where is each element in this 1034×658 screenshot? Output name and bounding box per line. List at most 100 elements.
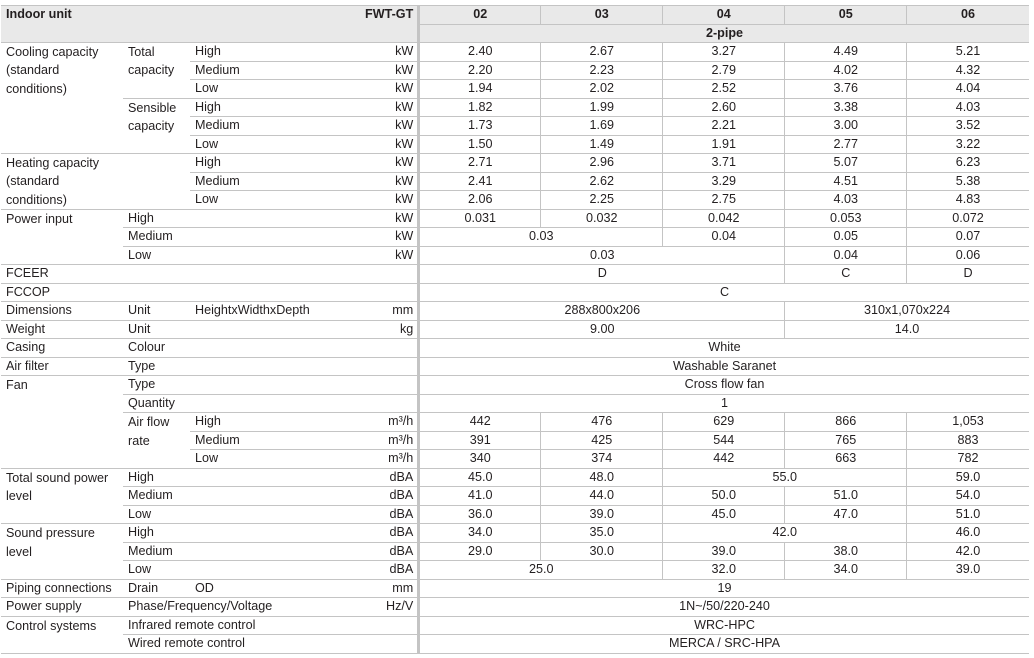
value-cell: 0.072 — [906, 209, 1029, 229]
row-label: Wired remote control — [123, 634, 360, 654]
value-cell: 2.20 — [418, 61, 542, 80]
table-row: Medium kW 2.41 2.62 3.29 4.51 5.38 — [1, 172, 1029, 192]
value-cell: 2.77 — [784, 135, 908, 154]
row-label: Medium — [123, 542, 360, 562]
unit-label: kW — [360, 98, 421, 117]
value-cell: White — [418, 338, 1029, 358]
value-cell: 45.0 — [662, 505, 786, 525]
row-label: Medium — [190, 172, 360, 192]
table-row: Fan Type Cross flow fan — [1, 375, 1029, 469]
value-cell: 19 — [418, 579, 1029, 599]
row-label: Low — [123, 560, 360, 580]
value-cell: D — [906, 264, 1029, 284]
value-cell: 1.73 — [418, 116, 542, 136]
table-row: Low kW 1.94 2.02 2.52 3.76 4.04 — [1, 79, 1029, 99]
value-cell: 38.0 — [784, 542, 908, 562]
unit-label: dBA — [360, 486, 421, 506]
value-cell: 4.32 — [906, 61, 1029, 80]
unit-label: kW — [360, 42, 421, 62]
value-cell: 663 — [784, 449, 908, 469]
value-cell: 34.0 — [418, 523, 542, 543]
value-cell: 1 — [418, 394, 1029, 414]
value-cell: 0.053 — [784, 209, 908, 229]
value-cell: 51.0 — [784, 486, 908, 506]
value-cell: D — [418, 264, 786, 284]
row-label: Medium — [123, 227, 360, 247]
value-cell: Cross flow fan — [418, 375, 1029, 395]
value-cell: 2.79 — [662, 61, 786, 80]
unit-label: m³/h — [360, 431, 421, 451]
value-cell: 3.76 — [784, 79, 908, 99]
value-cell: 0.07 — [906, 227, 1029, 247]
row-label: FCEER — [1, 264, 360, 284]
value-cell: 0.04 — [662, 227, 786, 247]
value-cell: 1.82 — [418, 98, 542, 117]
value-cell: 2.23 — [540, 61, 664, 80]
value-cell: 4.02 — [784, 61, 908, 80]
value-cell: 51.0 — [906, 505, 1029, 525]
row-label: Low — [123, 505, 360, 525]
value-cell: 866 — [784, 412, 908, 432]
value-cell: MERCA / SRC-HPA — [418, 634, 1029, 654]
row-label: Piping connections — [1, 579, 123, 599]
value-cell: 2.75 — [662, 190, 786, 210]
table-row: FCEER D C D — [1, 264, 1029, 284]
model-06: 06 — [906, 5, 1029, 25]
value-cell: 5.38 — [906, 172, 1029, 192]
value-cell: 0.032 — [540, 209, 664, 229]
unit-label — [360, 634, 421, 654]
row-label: High — [190, 153, 360, 173]
value-cell: 5.21 — [906, 42, 1029, 62]
value-cell: 42.0 — [906, 542, 1029, 562]
value-cell: 2.96 — [540, 153, 664, 173]
unit-label: dBA — [360, 468, 421, 488]
row-label: Total capacity — [123, 42, 190, 99]
header-row: Indoor unit FWT-GT 02 03 04 05 06 — [1, 5, 1029, 43]
row-label: High — [190, 412, 360, 432]
unit-label — [360, 264, 421, 284]
table-row: Power input High kW 0.031 0.032 0.042 0.053 0.0… — [1, 209, 1029, 266]
value-cell: 2.71 — [418, 153, 542, 173]
unit-label: dBA — [360, 560, 421, 580]
value-cell: 629 — [662, 412, 786, 432]
value-cell: 14.0 — [784, 320, 1029, 340]
value-cell: 4.49 — [784, 42, 908, 62]
value-cell: 4.83 — [906, 190, 1029, 210]
row-label: High — [123, 209, 360, 229]
row-label: Low — [190, 79, 360, 99]
value-cell: 476 — [540, 412, 664, 432]
value-cell: 2.21 — [662, 116, 786, 136]
unit-label — [360, 357, 421, 377]
value-cell: 0.05 — [784, 227, 908, 247]
value-cell: 3.71 — [662, 153, 786, 173]
unit-label: kg — [360, 320, 421, 340]
table-row: Heating capacity (standard conditions) Hi… — [1, 153, 1029, 210]
table-row: Total sound power level High dBA 45.0 48.0 55… — [1, 468, 1029, 525]
value-cell: 425 — [540, 431, 664, 451]
value-cell: 45.0 — [418, 468, 542, 488]
value-cell: 41.0 — [418, 486, 542, 506]
row-label: Low — [190, 135, 360, 154]
value-cell: 0.031 — [418, 209, 542, 229]
value-cell: 50.0 — [662, 486, 786, 506]
table-row: Low dBA 25.0 32.0 34.0 39.0 — [1, 560, 1029, 580]
table-row: Wired remote control MERCA / SRC-HPA — [1, 634, 1029, 654]
unit-label: kW — [360, 209, 421, 229]
value-cell: 0.03 — [418, 227, 664, 247]
table-row: Medium dBA 41.0 44.0 50.0 51.0 54.0 — [1, 486, 1029, 506]
table-row: Sensible capacity High kW 1.82 1.99 2.60 3.38 4… — [1, 98, 1029, 154]
row-label: Phase/Frequency/Voltage — [123, 597, 360, 617]
table-row: Low kW 0.03 0.04 0.06 — [1, 246, 1029, 266]
value-cell: 46.0 — [906, 523, 1029, 543]
row-label: Fan — [1, 375, 123, 469]
value-cell: 35.0 — [540, 523, 664, 543]
value-cell: 1.99 — [540, 98, 664, 117]
row-label: Infrared remote control — [123, 616, 360, 636]
row-label: HeightxWidthxDepth — [190, 301, 360, 321]
value-cell: 544 — [662, 431, 786, 451]
row-label: High — [123, 468, 360, 488]
value-cell: 55.0 — [662, 468, 908, 488]
row-label: High — [123, 523, 360, 543]
value-cell: 3.22 — [906, 135, 1029, 154]
row-label: Sound pressure level — [1, 523, 123, 580]
